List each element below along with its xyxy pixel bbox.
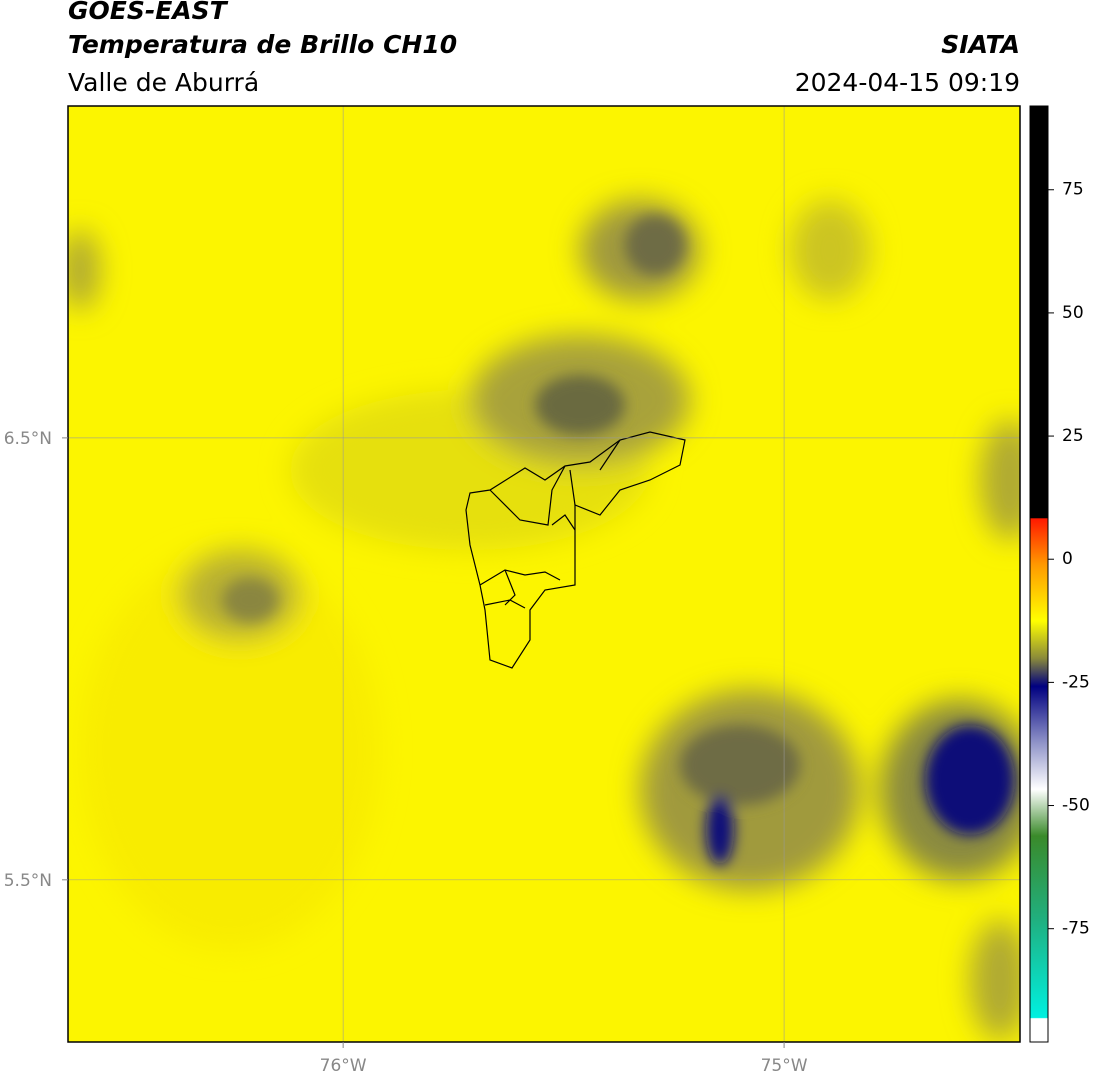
colorbar-tick-label: -50 — [1062, 796, 1090, 816]
colorbar-tick-label: 0 — [1062, 549, 1073, 569]
y-tick-label: 6.5°N — [4, 429, 52, 449]
graticule — [68, 106, 1020, 1042]
municipal-boundaries — [465, 431, 686, 669]
colorbar-tick-label: 50 — [1062, 303, 1084, 323]
title: GOES-EAST — [68, 0, 229, 25]
source: SIATA — [941, 30, 1020, 59]
cloud-cores — [222, 215, 1015, 865]
colorbar-tick-label: -75 — [1062, 919, 1090, 939]
datetime: 2024-04-15 09:19 — [795, 68, 1020, 97]
colorbar-tick-label: -25 — [1062, 672, 1090, 692]
map-frame — [67, 105, 1021, 1043]
subtitle: Temperatura de Brillo CH10 — [68, 30, 457, 59]
x-tick-label: 76°W — [320, 1056, 367, 1076]
y-tick-label: 5.5°N — [4, 871, 52, 891]
colorbar-tick-label: 75 — [1062, 180, 1084, 200]
region: Valle de Aburrá — [68, 68, 259, 97]
colorbar-ticks: -75 -50 -25 0 25 50 75 — [1048, 180, 1090, 939]
x-tick-label: 75°W — [761, 1056, 808, 1076]
map-area — [68, 106, 1020, 1042]
colorbar-tick-label: 25 — [1062, 426, 1084, 446]
colorbar — [1029, 105, 1049, 1043]
